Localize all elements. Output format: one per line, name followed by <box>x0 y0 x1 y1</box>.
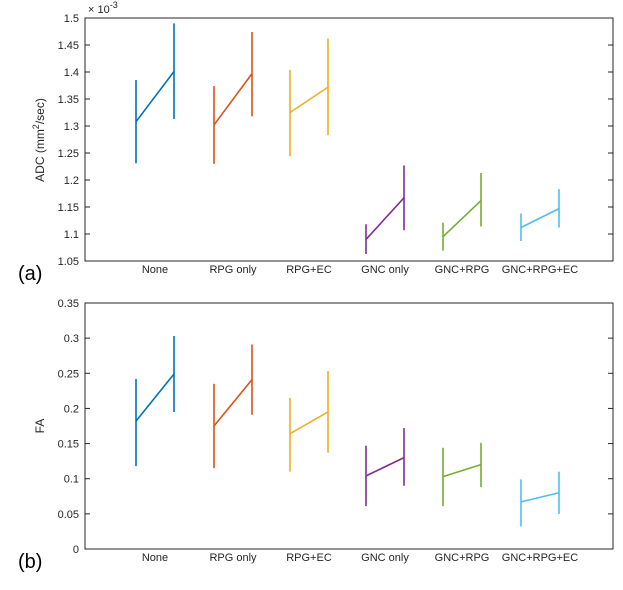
x-tick-label: GNC only <box>361 264 409 276</box>
series-3 <box>289 38 329 157</box>
x-tick-label: RPG+EC <box>286 264 332 276</box>
y-tick-label: 0.25 <box>58 368 79 380</box>
mean-line <box>442 199 482 238</box>
mean-line <box>135 70 175 123</box>
y-tick-label: 1.1 <box>64 229 79 241</box>
mean-line <box>365 456 405 477</box>
x-tick-label: RPG only <box>209 264 257 276</box>
y-tick-label: 0.1 <box>64 474 79 486</box>
y-tick-label: 0.15 <box>58 439 79 451</box>
mean-line <box>520 207 560 229</box>
x-tick-label: RPG only <box>209 552 257 564</box>
mean-line <box>365 197 405 240</box>
x-tick-label: None <box>142 552 168 564</box>
series-6 <box>520 189 560 242</box>
series-1 <box>135 23 175 164</box>
y-tick-label: 0 <box>73 544 79 556</box>
series-3 <box>289 371 329 472</box>
series-2 <box>213 344 253 469</box>
panel-a-adc-chart: 1.05 1.1 1.15 1.2 1.25 1.3 1.35 1.4 1.45 1.5 None… <box>18 0 614 285</box>
panel-label-b: (b) <box>18 551 42 573</box>
series-6 <box>520 471 560 527</box>
mean-line <box>213 379 253 427</box>
panel-b-fa-chart: 0 0.05 0.1 0.15 0.2 0.25 0.3 0.35 None RPG only R… <box>18 298 614 573</box>
y-tick-label: 1.35 <box>58 94 79 106</box>
y-tick-label: 0.3 <box>64 333 79 345</box>
x-tick-label: GNC+RPG <box>435 264 490 276</box>
panel-label-a: (a) <box>18 263 42 285</box>
x-ticks-a: None RPG only RPG+EC GNC only GNC+RPG GNC+RPG… <box>142 264 578 276</box>
exponent-label-a: × 10-3 <box>88 0 118 16</box>
y-tick-label: 1.15 <box>58 202 79 214</box>
x-tick-label: RPG+EC <box>286 552 332 564</box>
y-axis-label-a: ADC (mm2/sec) <box>31 98 47 182</box>
y-label-prefix: ADC (mm <box>33 129 47 182</box>
exponent-base: × 10 <box>88 4 110 16</box>
y-tick-label: 1.5 <box>64 13 79 25</box>
y-tick-label: 1.3 <box>64 121 79 133</box>
mean-line <box>442 463 482 478</box>
y-ticks-a: 1.05 1.1 1.15 1.2 1.25 1.3 1.35 1.4 1.45 1.5 <box>58 13 613 268</box>
x-tick-label: None <box>142 264 168 276</box>
y-label-suffix: /sec) <box>33 98 47 124</box>
mean-line <box>135 373 175 422</box>
y-axis-label-b: FA <box>33 419 47 434</box>
mean-line <box>213 73 253 126</box>
y-tick-label: 0.35 <box>58 298 79 310</box>
y-tick-label: 1.45 <box>58 40 79 52</box>
series-group-b <box>135 336 560 527</box>
series-2 <box>213 32 253 164</box>
series-4 <box>365 165 405 254</box>
series-5 <box>442 172 482 251</box>
y-tick-label: 1.05 <box>58 256 79 268</box>
y-tick-label: 0.2 <box>64 403 79 415</box>
mean-line <box>289 411 329 435</box>
x-tick-label: GNC only <box>361 552 409 564</box>
y-ticks-b: 0 0.05 0.1 0.15 0.2 0.25 0.3 0.35 <box>58 298 613 556</box>
plot-area-a <box>84 17 614 262</box>
y-label-sup: 2 <box>31 124 41 129</box>
x-tick-label: GNC+RPG <box>435 552 490 564</box>
series-4 <box>365 428 405 507</box>
series-group-a <box>135 23 560 254</box>
exponent-power: -3 <box>110 0 118 10</box>
y-tick-label: 0.05 <box>58 509 79 521</box>
series-1 <box>135 336 175 467</box>
series-5 <box>442 442 482 507</box>
x-ticks-b: None RPG only RPG+EC GNC only GNC+RPG GNC+RPG… <box>142 552 578 564</box>
x-tick-label: GNC+RPG+EC <box>502 264 578 276</box>
mean-line <box>520 491 560 503</box>
mean-line <box>289 86 329 114</box>
plot-area-b <box>84 302 614 550</box>
x-tick-label: GNC+RPG+EC <box>502 552 578 564</box>
y-tick-label: 1.4 <box>64 67 79 79</box>
y-tick-label: 1.2 <box>64 175 79 187</box>
y-tick-label: 1.25 <box>58 148 79 160</box>
